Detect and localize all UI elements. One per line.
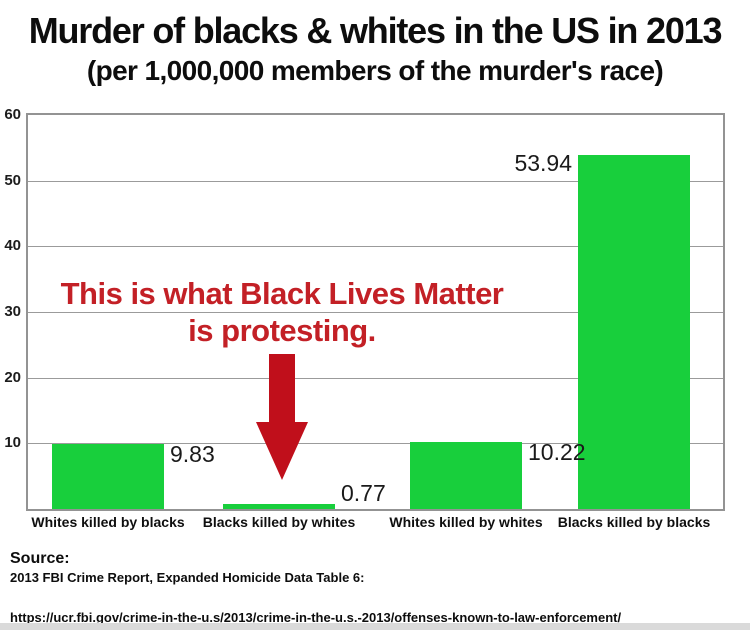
bar-value-label: 9.83 [170,441,215,468]
source-url: https://ucr.fbi.gov/crime-in-the-u.s/201… [10,594,740,630]
annotation-line-1: This is what Black Lives Matter [60,276,504,311]
grid-line [28,377,723,379]
category-label: Blacks killed by whites [202,514,356,530]
source-heading: Source: [10,550,70,567]
down-arrow-shape [256,354,308,480]
bar-1 [52,444,164,509]
chart-title: Murder of blacks & whites in the US in 2… [28,10,723,51]
bar-value-label: 0.77 [341,480,386,506]
annotation-line-2: is protesting. [188,313,376,348]
y-axis-tick-label: 20 [4,368,21,386]
plot-area: This is what Black Lives Matter is prote… [4,106,725,530]
bar-2 [223,503,335,509]
annotation-text: This is what Black Lives Matter is prote… [28,275,536,349]
bottom-border-strip [0,623,750,630]
bar-4 [578,154,690,509]
chart-subtitle: (per 1,000,000 members of the murder's r… [86,55,664,86]
y-axis-tick-label: 30 [4,303,21,320]
y-axis-tick-label: 50 [4,171,21,189]
grid-line [28,443,723,445]
down-arrow-icon [256,354,308,480]
category-label: Blacks killed by blacks [557,514,711,530]
category-label: Whites killed by whites [389,514,543,530]
source-url-line-1: https://ucr.fbi.gov/crime-in-the-u.s/201… [10,610,622,625]
grid-line [28,180,723,182]
grid-line [28,246,723,248]
y-axis-tick-label: 60 [4,106,21,123]
bar-value-label: 10.22 [528,438,586,465]
y-axis-tick-label: 40 [4,237,21,255]
category-label: Whites killed by blacks [31,514,185,530]
grid-line [28,312,723,313]
bar-value-label: 53.94 [514,149,572,176]
bar-3 [410,441,522,509]
source-block: Source: 2013 FBI Crime Report, Expanded … [10,549,740,630]
source-reference: 2013 FBI Crime Report, Expanded Homicide… [10,570,365,585]
y-axis-tick-label: 10 [4,434,21,452]
